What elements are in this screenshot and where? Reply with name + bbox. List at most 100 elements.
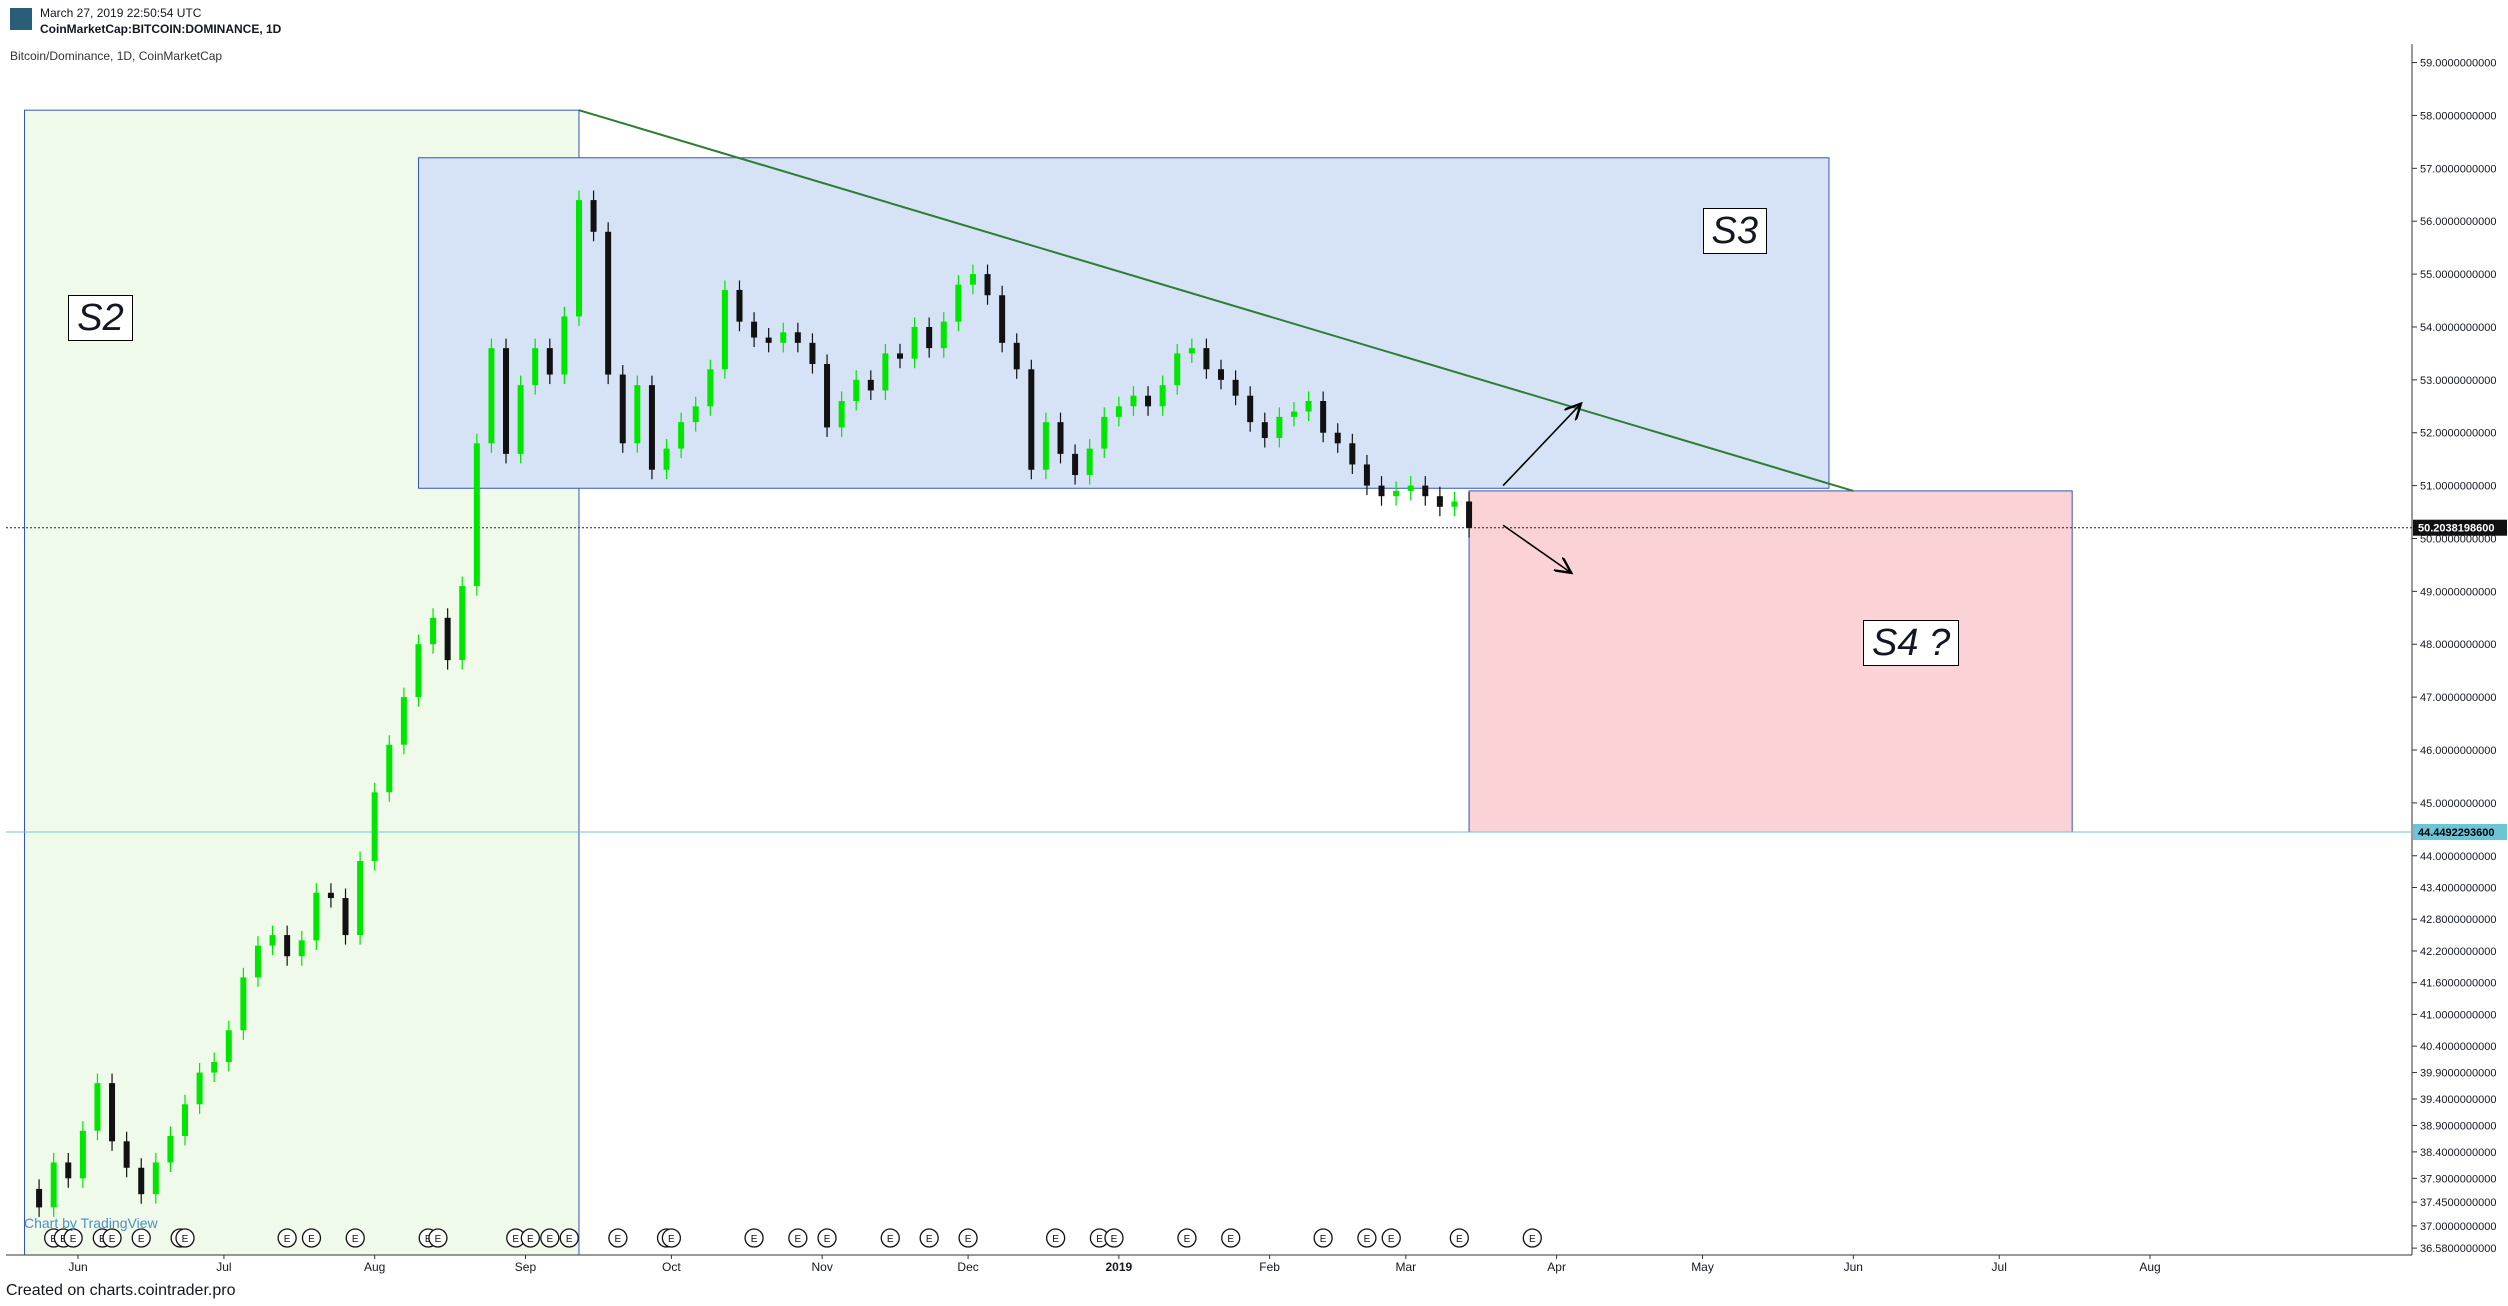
candle-body: [473, 443, 480, 587]
candle-body: [1393, 490, 1400, 497]
time-tick-label: Jun: [1844, 1260, 1863, 1274]
price-tick-label: 41.6000000000: [2420, 978, 2496, 990]
earnings-marker: [817, 1228, 837, 1248]
price-tick-label: 41.0000000000: [2420, 1009, 2496, 1021]
candle-body: [969, 274, 976, 285]
candle-body: [298, 940, 305, 957]
candle-body: [1320, 401, 1327, 433]
price-tick-label: 50.0000000000: [2420, 533, 2496, 545]
candle-body: [1305, 401, 1312, 412]
candle-body: [648, 385, 655, 470]
price-tick-label: 57.0000000000: [2420, 163, 2496, 175]
earnings-marker: [175, 1228, 195, 1248]
earnings-marker: [1221, 1228, 1241, 1248]
candle-body: [896, 353, 903, 359]
candle-body: [1247, 395, 1254, 423]
zones-layer: [23, 109, 2073, 1256]
earnings-marker: [1313, 1228, 1333, 1248]
candle-body: [167, 1136, 174, 1163]
earnings-marker: [277, 1228, 297, 1248]
earnings-marker-label: E: [284, 1234, 291, 1245]
earnings-marker-label: E: [60, 1234, 67, 1245]
current-price-label: 50.2038198600: [2418, 523, 2494, 535]
earnings-marker-label: E: [668, 1234, 675, 1245]
chart-title: Bitcoin/Dominance, 1D, CoinMarketCap: [10, 49, 223, 63]
candle-body: [94, 1083, 101, 1131]
candle-body: [109, 1083, 116, 1142]
zone-label-s2: S2: [68, 295, 133, 342]
tradingview-watermark: Chart by TradingView: [24, 1215, 158, 1231]
time-tick-label: Apr: [1547, 1260, 1566, 1274]
candle-body: [1086, 448, 1093, 476]
earnings-marker-label: E: [352, 1234, 359, 1245]
candle-body: [240, 977, 247, 1031]
candle-body: [1363, 464, 1370, 486]
candle-body: [386, 744, 393, 793]
candle-body: [955, 284, 962, 322]
candle-body: [751, 321, 758, 338]
candle-body: [1203, 348, 1210, 370]
time-tick-label: Jul: [216, 1260, 231, 1274]
candle-body: [634, 385, 641, 444]
earnings-marker: [661, 1228, 682, 1248]
price-tick-label: 36.5800000000: [2420, 1243, 2496, 1255]
candle-body: [1174, 353, 1181, 386]
candle-body: [940, 321, 947, 349]
snapshot-date: March 27, 2019 22:50:54 UTC: [40, 6, 202, 20]
price-tick-label: 38.9000000000: [2420, 1120, 2496, 1132]
earnings-marker-label: E: [425, 1234, 432, 1245]
price-tick-label: 39.4000000000: [2420, 1094, 2496, 1106]
axes-layer: [6, 44, 2413, 1256]
price-tick-label: 58.0000000000: [2420, 110, 2496, 122]
zone-label-s3: S3: [1702, 207, 1767, 254]
earnings-marker-label: E: [1529, 1234, 1536, 1245]
earnings-marker: [559, 1228, 579, 1248]
candle-body: [1042, 422, 1049, 470]
candle-body: [196, 1072, 203, 1105]
earnings-marker-label: E: [1456, 1234, 1463, 1245]
zone-s3: [417, 157, 1830, 489]
candle-body: [1466, 501, 1473, 528]
candle-body: [1276, 416, 1283, 439]
candle-body: [1232, 379, 1239, 396]
candle-body: [561, 316, 568, 375]
candle-body: [721, 289, 728, 370]
earnings-marker-label: E: [751, 1234, 758, 1245]
tradingview-logo-icon: [10, 8, 32, 30]
price-tick-label: 37.4500000000: [2420, 1197, 2496, 1209]
earnings-marker-label: E: [435, 1234, 442, 1245]
time-tick-label: Jun: [68, 1260, 87, 1274]
current-price-flag: [2413, 519, 2507, 536]
candle-body: [824, 363, 831, 428]
target-price-label: 44.4492293600: [2418, 827, 2494, 839]
earnings-marker-label: E: [182, 1234, 189, 1245]
earnings-marker: [608, 1228, 628, 1248]
candle-body: [911, 326, 918, 359]
candle-body: [1145, 395, 1152, 407]
price-tick-label: 44.0000000000: [2420, 851, 2496, 863]
candle-body: [50, 1162, 57, 1208]
earnings-marker: [1381, 1228, 1401, 1248]
earnings-marker: [131, 1228, 151, 1248]
price-tick-label: 59.0000000000: [2420, 58, 2496, 70]
earnings-marker-label: E: [1184, 1234, 1191, 1245]
candle-body: [765, 337, 772, 343]
earnings-marker-label: E: [795, 1234, 802, 1245]
price-tick-label: 42.2000000000: [2420, 946, 2496, 958]
price-tick-label: 38.4000000000: [2420, 1147, 2496, 1159]
candle-body: [123, 1141, 130, 1168]
candle-body: [619, 374, 626, 444]
time-tick-label: Sep: [515, 1260, 537, 1274]
candle-body: [575, 200, 582, 317]
earnings-marker: [540, 1228, 560, 1248]
earnings-marker: [1522, 1228, 1542, 1248]
price-tick-label: 39.9000000000: [2420, 1068, 2496, 1080]
candle-body: [65, 1162, 72, 1179]
zone-s4: [1468, 490, 2073, 833]
earnings-marker-label: E: [615, 1234, 622, 1245]
candle-body: [371, 792, 378, 862]
time-tick-label: 2019: [1106, 1260, 1133, 1274]
candle-body: [400, 697, 407, 745]
price-tick-label: 42.8000000000: [2420, 914, 2496, 926]
